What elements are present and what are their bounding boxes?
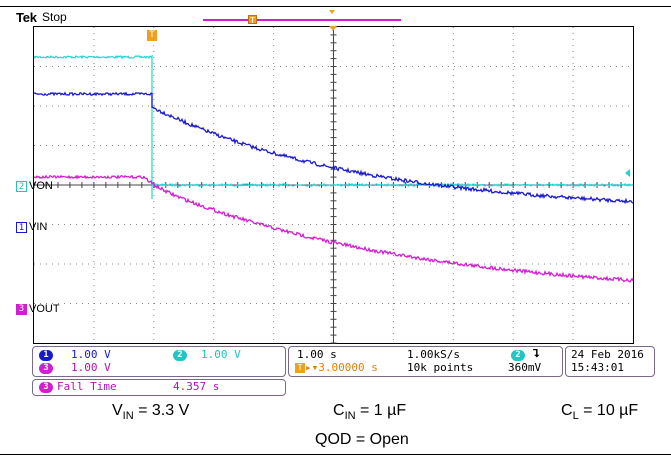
trigger-level: 360mV bbox=[508, 361, 542, 374]
channel-1-icon: 1 bbox=[16, 221, 27, 233]
channel-2-icon: 2 bbox=[16, 180, 27, 192]
channel-scale-panel[interactable]: 1 1.00 V 2 1.00 V 3 1.00 V bbox=[32, 346, 286, 377]
channel-3-label[interactable]: 3 VOUT bbox=[16, 303, 60, 315]
channel-3-icon: 3 bbox=[16, 303, 27, 315]
channel-1-badge: 1 bbox=[39, 350, 53, 361]
trigger-position-icon: T bbox=[295, 363, 305, 373]
bottom-rule bbox=[0, 454, 671, 455]
top-rule bbox=[0, 6, 671, 7]
ch2-waveform bbox=[34, 54, 634, 199]
measurement-channel-badge: 3 bbox=[39, 382, 53, 393]
timebase-panel[interactable]: 1.00 s 1.00kS/s T ▸▾3.00000 s 10k points … bbox=[288, 346, 563, 377]
acquisition-state: Stop bbox=[42, 10, 67, 24]
horizontal-position-arrow-icon bbox=[329, 26, 337, 31]
caption-cl: CL = 10 µF bbox=[561, 402, 639, 423]
datetime-panel: 24 Feb 2016 15:43:01 bbox=[565, 346, 655, 377]
trigger-position-marker[interactable]: T bbox=[147, 30, 157, 41]
channel-2-scale: 1.00 V bbox=[201, 348, 241, 361]
channel-2-badge: 2 bbox=[173, 350, 187, 361]
delay-arrow-icon: ▸▾ bbox=[305, 361, 319, 374]
ch3-waveform bbox=[34, 174, 634, 283]
ch1-waveform bbox=[34, 91, 634, 205]
measurement-panel[interactable]: 3 Fall Time 4.357 s bbox=[32, 379, 286, 396]
record-view-bar[interactable] bbox=[203, 19, 401, 21]
record-length: 10k points bbox=[407, 361, 474, 374]
time-readout: 15:43:01 bbox=[571, 361, 624, 374]
graticule bbox=[34, 27, 634, 344]
time-scale: 1.00 s bbox=[297, 348, 337, 361]
sample-rate: 1.00kS/s bbox=[407, 348, 460, 361]
channel-3-scale: 1.00 V bbox=[71, 361, 111, 374]
caption-cin: CIN = 1 µF bbox=[333, 402, 407, 423]
horizontal-position: 3.00000 s bbox=[318, 361, 378, 374]
record-trigger-marker: T bbox=[248, 15, 257, 25]
channel-1-scale: 1.00 V bbox=[71, 348, 111, 361]
caption-qod: QOD = Open bbox=[315, 431, 409, 448]
channel-1-label[interactable]: 1 VIN bbox=[16, 221, 47, 233]
measurement-name: Fall Time bbox=[57, 380, 117, 393]
measurement-value: 4.357 s bbox=[173, 380, 220, 393]
channel-2-name: VON bbox=[29, 180, 53, 192]
channel-3-name: VOUT bbox=[29, 303, 60, 315]
channel-1-name: VIN bbox=[29, 221, 48, 233]
channel-2-label[interactable]: 2 VON bbox=[16, 180, 53, 192]
horizontal-position-readout: T ▸▾3.00000 s bbox=[295, 361, 378, 374]
brand-logo: Tek bbox=[16, 10, 37, 25]
trigger-level-arrow-icon[interactable] bbox=[625, 169, 630, 177]
trigger-source-badge: 2 bbox=[511, 350, 525, 361]
channel-3-badge: 3 bbox=[39, 363, 53, 374]
falling-edge-icon: ⮧ bbox=[533, 347, 540, 360]
record-position-arrow-icon bbox=[329, 10, 335, 14]
date-readout: 24 Feb 2016 bbox=[571, 348, 644, 361]
caption-vin: VIN = 3.3 V bbox=[112, 402, 190, 423]
waveform-display[interactable] bbox=[33, 26, 634, 344]
